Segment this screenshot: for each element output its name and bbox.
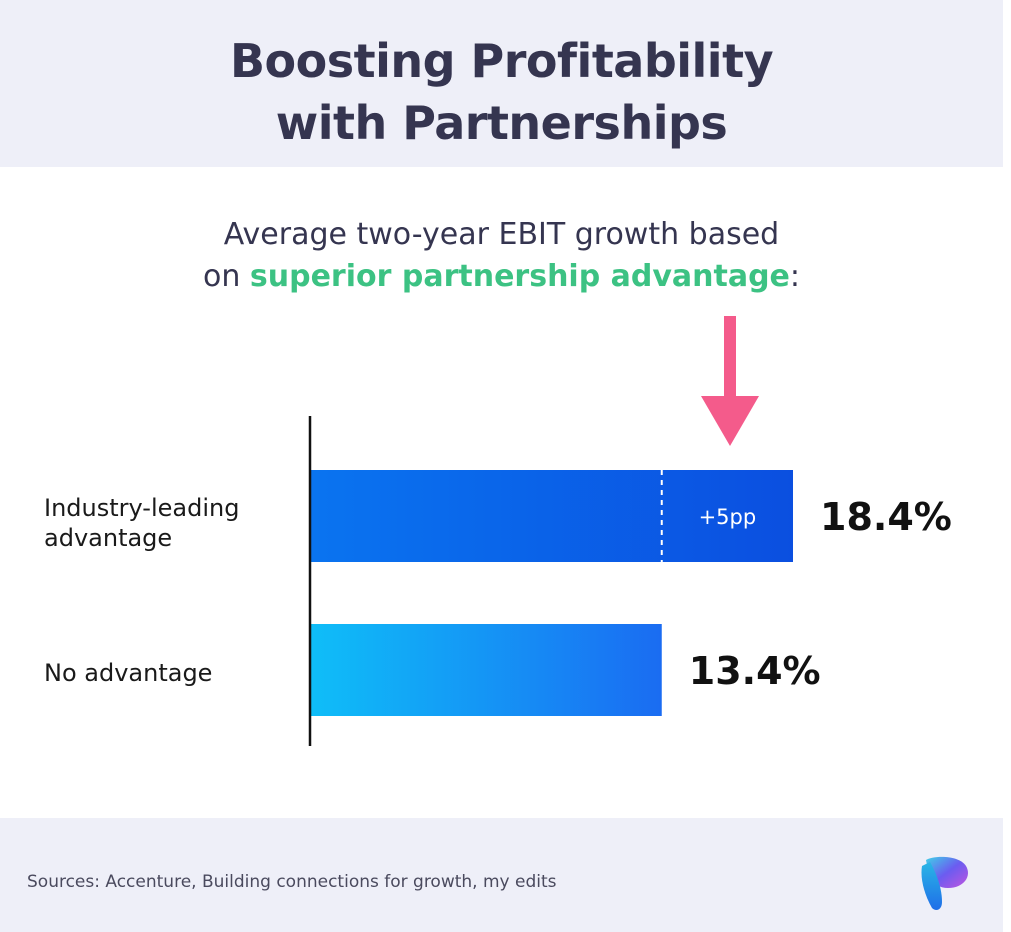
page-title: Boosting Profitability with Partnerships	[0, 30, 1003, 154]
subtitle-highlight: superior partnership advantage	[249, 259, 790, 294]
title-line-2: with Partnerships	[275, 96, 728, 150]
bar-industry-leading	[310, 470, 793, 562]
source-text: Sources: Accenture, Building connections…	[27, 872, 557, 892]
header-band: Boosting Profitability with Partnerships	[0, 0, 1003, 167]
subtitle-line-1: Average two-year EBIT growth based	[223, 217, 780, 252]
title-line-1: Boosting Profitability	[229, 34, 774, 88]
category-label-line: advantage	[44, 524, 172, 552]
value-label-industry-leading: 18.4%	[820, 495, 952, 539]
bar-chart: +5pp 18.4% 13.4% Industry-leading advant…	[44, 316, 952, 746]
footer-band: Sources: Accenture, Building connections…	[0, 818, 1003, 932]
category-label-no-advantage: No advantage	[44, 659, 212, 687]
value-label-no-advantage: 13.4%	[689, 649, 821, 693]
delta-label: +5pp	[699, 505, 757, 529]
brand-logo-icon	[921, 856, 968, 910]
subtitle-line-2-prefix: on	[202, 259, 250, 294]
category-label-industry-leading: Industry-leading advantage	[44, 494, 247, 552]
down-arrow-icon	[701, 316, 759, 446]
bar-no-advantage	[310, 624, 662, 716]
chart-subtitle: Average two-year EBIT growth based on su…	[0, 214, 1003, 298]
subtitle-line-2-suffix: :	[789, 259, 801, 294]
category-label-line: Industry-leading	[44, 494, 239, 522]
